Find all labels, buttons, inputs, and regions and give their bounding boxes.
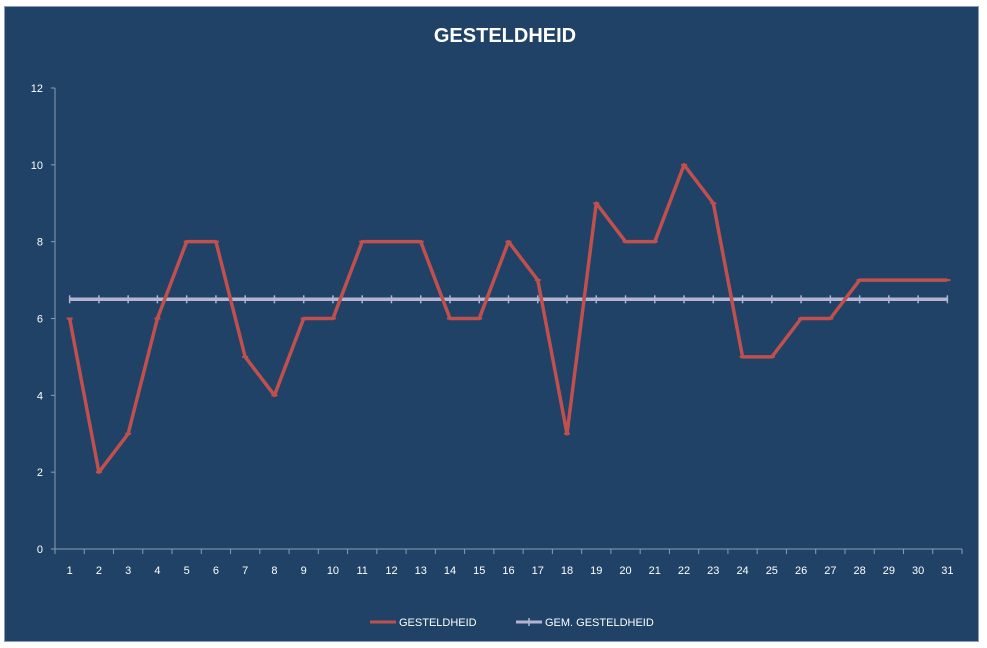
- x-tick-label: 6: [213, 565, 219, 577]
- chart-title: GESTELDHEID: [434, 25, 576, 47]
- x-tick-labels: 1 2 3 4 5 6 7 8 9 10 11 12 13 14 15 16 17 18 19 20 21 22 23 24 2…: [67, 565, 954, 577]
- x-tick-label: 14: [444, 565, 456, 577]
- x-tick-label: 11: [356, 565, 367, 577]
- y-tick-labels: 0 2 4 6 8 10 12: [31, 83, 43, 556]
- chart-frame: [4, 6, 979, 642]
- x-tick-label: 26: [795, 565, 807, 577]
- x-tick-label: 27: [824, 565, 836, 577]
- y-tick-label: 8: [37, 237, 43, 249]
- y-tick-label: 6: [37, 314, 43, 326]
- x-tick-label: 19: [590, 565, 602, 577]
- y-tick-label: 12: [31, 83, 43, 95]
- legend-label-gem-gesteldheid: GEM. GESTELDHEID: [545, 617, 654, 629]
- x-tick-label: 4: [154, 565, 160, 577]
- y-tick-label: 10: [31, 160, 43, 172]
- axes: [51, 87, 963, 554]
- series-line-gesteldheid: [67, 163, 948, 474]
- y-tick-label: 4: [37, 390, 43, 402]
- x-tick-label: 16: [502, 565, 514, 577]
- x-tick-label: 18: [561, 565, 573, 577]
- x-tick-label: 28: [853, 565, 865, 577]
- x-tick-label: 31: [941, 565, 953, 577]
- x-tick-label: 15: [473, 565, 485, 577]
- x-tick-label: 9: [301, 565, 307, 577]
- x-tick-label: 20: [619, 565, 631, 577]
- x-tick-label: 23: [707, 565, 719, 577]
- x-tick-label: 3: [125, 565, 131, 577]
- legend-label-gesteldheid: GESTELDHEID: [399, 617, 477, 629]
- x-tick-label: 17: [532, 565, 544, 577]
- x-tick-label: 22: [678, 565, 690, 577]
- x-tick-label: 1: [67, 565, 73, 577]
- x-tick-label: 30: [912, 565, 924, 577]
- legend: GESTELDHEID GEM. GESTELDHEID: [370, 617, 654, 629]
- y-tick-label: 0: [37, 544, 43, 556]
- x-tick-label: 7: [242, 565, 248, 577]
- x-tick-label: 12: [385, 565, 397, 577]
- x-tick-label: 13: [415, 565, 427, 577]
- y-tick-label: 2: [37, 467, 43, 479]
- x-tick-label: 8: [271, 565, 277, 577]
- x-tick-label: 2: [96, 565, 102, 577]
- x-tick-label: 10: [327, 565, 339, 577]
- series-layer: [66, 163, 951, 474]
- x-tick-label: 21: [649, 565, 661, 577]
- x-tick-label: 25: [766, 565, 778, 577]
- x-tick-label: 29: [883, 565, 895, 577]
- x-tick-label: 5: [184, 565, 190, 577]
- x-tick-label: 24: [736, 565, 748, 577]
